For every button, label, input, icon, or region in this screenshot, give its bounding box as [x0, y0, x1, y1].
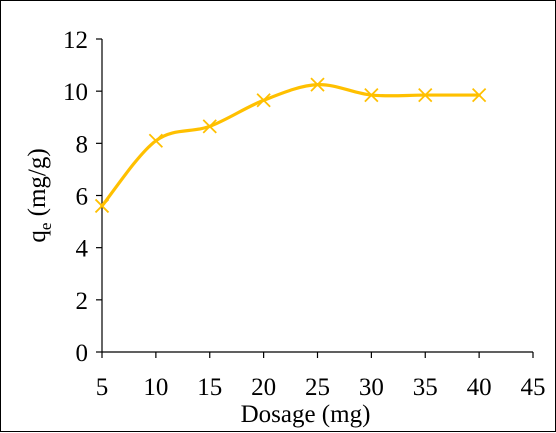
data-point-marker: [256, 93, 271, 108]
y-tick-label: 12: [63, 27, 88, 54]
x-tick-label: 10: [143, 374, 168, 401]
data-point-marker: [310, 77, 325, 92]
y-tick-label: 10: [63, 79, 88, 106]
series-layer: [100, 83, 481, 208]
markers-layer: [94, 77, 487, 214]
data-point-marker: [202, 119, 217, 134]
x-tick-label: 15: [197, 374, 222, 401]
x-tick-label: 20: [251, 374, 276, 401]
data-point-marker: [418, 87, 433, 103]
data-point-marker: [364, 87, 379, 103]
marker-stroke: [202, 119, 217, 134]
x-tick-label: 40: [467, 374, 492, 401]
y-axis-ticks: 0 2 4 6 8 10 12: [63, 27, 102, 367]
y-axis-title-main: q: [24, 230, 51, 243]
y-axis-title-subscript: e: [36, 223, 55, 231]
y-tick-label: 2: [76, 288, 89, 315]
data-point-marker: [471, 87, 487, 103]
marker-stroke: [364, 87, 379, 103]
x-tick-label: 45: [521, 374, 546, 401]
marker-stroke: [94, 198, 110, 214]
x-tick-label: 35: [413, 374, 438, 401]
x-axis-ticks: 5 10 15 20 25 30 35 40 45: [96, 352, 546, 401]
data-point-marker: [148, 133, 164, 148]
x-tick-label: 25: [305, 374, 330, 401]
marker-stroke: [148, 133, 164, 148]
marker-stroke: [256, 93, 271, 108]
x-tick-label: 5: [96, 374, 109, 401]
marker-stroke: [310, 77, 325, 92]
marker-stroke: [418, 87, 433, 103]
y-tick-label: 0: [76, 340, 89, 367]
marker-stroke: [471, 87, 487, 103]
y-tick-label: 6: [76, 184, 89, 211]
y-axis-title-unit: (mg/g): [24, 148, 51, 222]
series-line-0: [100, 83, 481, 208]
data-point-marker: [94, 198, 110, 214]
y-tick-label: 8: [76, 131, 89, 158]
x-tick-label: 30: [359, 374, 384, 401]
y-tick-label: 4: [76, 236, 89, 263]
y-axis-title: qe (mg/g): [24, 148, 55, 242]
x-axis-title: Dosage (mg): [241, 401, 371, 428]
